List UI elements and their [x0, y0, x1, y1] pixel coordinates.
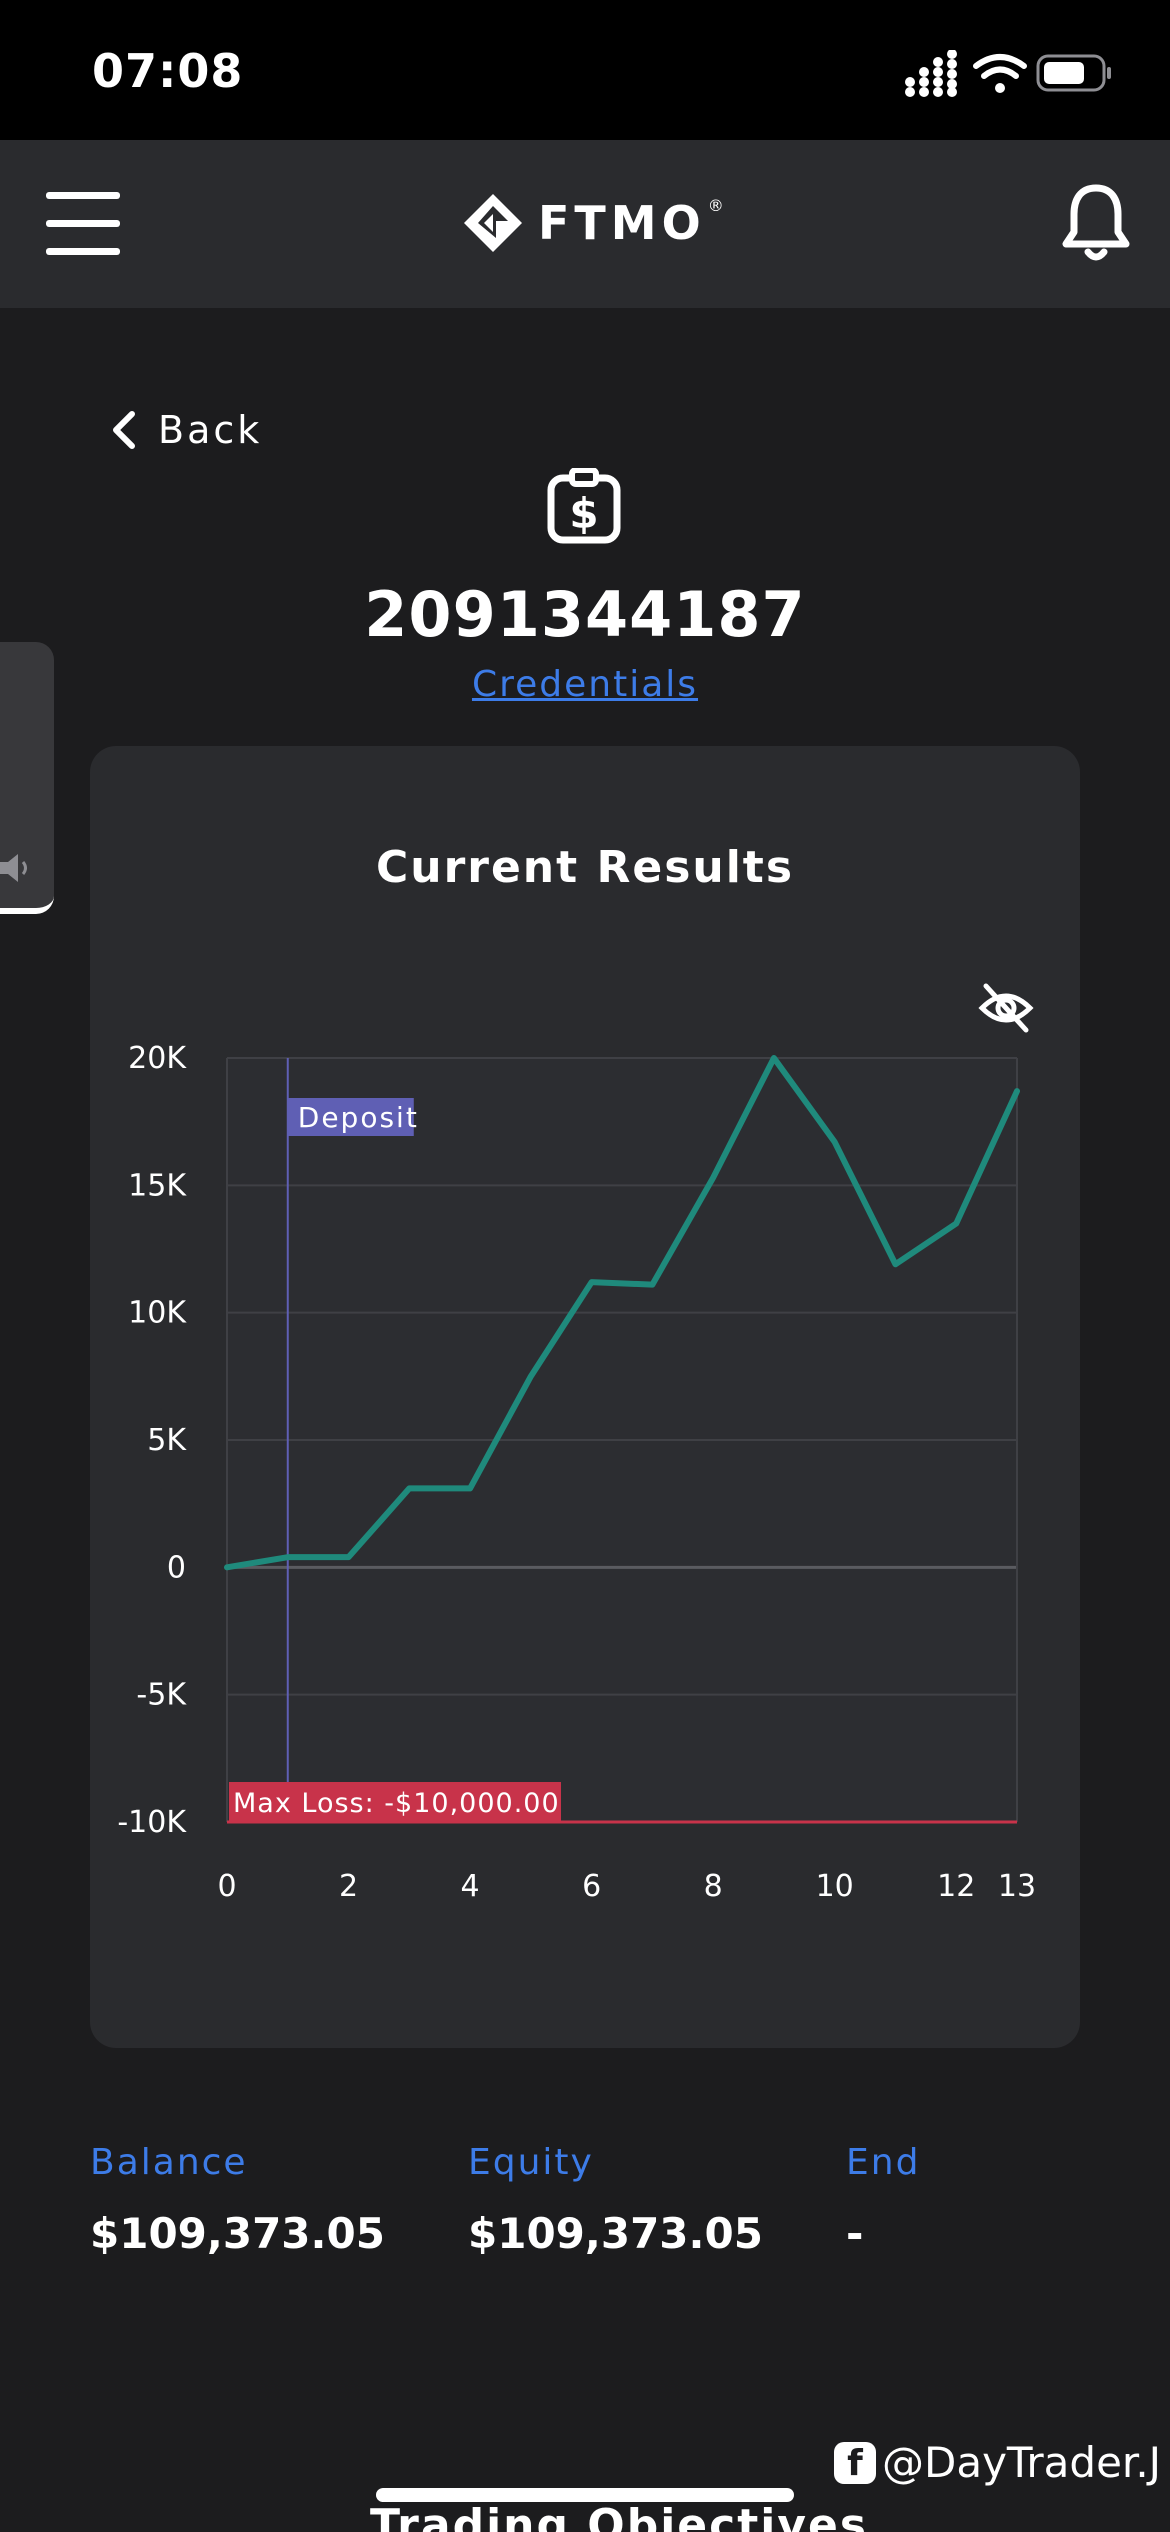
y-tick-label: 0	[167, 1550, 186, 1585]
y-tick-label: 10K	[128, 1296, 187, 1331]
max-loss-label: Max Loss: -$10,000.00	[233, 1788, 560, 1819]
equity-series-line	[224, 1055, 1020, 1571]
end-value: -	[846, 2209, 864, 2258]
wifi-icon	[973, 54, 1027, 93]
notification-bell-icon[interactable]	[1060, 182, 1132, 264]
x-tick-label: 0	[217, 1869, 236, 1904]
speaker-icon	[0, 854, 27, 882]
y-tick-label: 20K	[128, 1041, 187, 1076]
equity-label: Equity	[468, 2142, 594, 2183]
x-tick-label: 10	[816, 1869, 854, 1904]
y-tick-label: -5K	[136, 1678, 187, 1713]
home-indicator[interactable]	[376, 2488, 794, 2502]
logo-text: FTMO	[538, 196, 706, 250]
equity-stat: Equity $109,373.05	[468, 2142, 763, 2258]
watermark-text: @DayTrader.J	[882, 2438, 1162, 2487]
facebook-icon: f	[834, 2441, 876, 2484]
max-loss-label-bg	[229, 1782, 561, 1822]
credentials-link[interactable]: Credentials	[471, 664, 699, 705]
chevron-left-icon	[113, 411, 135, 449]
y-tick-label: 5K	[147, 1423, 187, 1458]
deposit-label-bg	[287, 1098, 414, 1136]
ftmo-logo[interactable]: FTMO ®	[462, 188, 724, 258]
ftmo-logo-mark-icon	[464, 194, 522, 252]
x-tick-label: 12	[937, 1869, 975, 1904]
trading-objectives-heading: Trading Objectives	[370, 2500, 869, 2532]
status-time: 07:08	[92, 44, 244, 98]
y-tick-label: -10K	[117, 1805, 187, 1840]
results-card: Current Results 20K 15K 10K 5K 0 -5K -10K 0 2 4 6 8…	[90, 746, 1080, 2048]
account-number: 2091344187	[364, 578, 806, 651]
results-chart: 20K 15K 10K 5K 0 -5K -10K 0 2 4 6 8 10 12 13 Deposit Max…	[117, 1041, 1036, 1904]
money-clipboard-icon: $	[547, 468, 621, 544]
deposit-label: Deposit	[298, 1101, 419, 1134]
app-header: FTMO ®	[0, 140, 1170, 308]
equity-value: $109,373.05	[468, 2209, 763, 2258]
status-icons	[905, 50, 1111, 97]
watermark: f @DayTrader.J	[834, 2438, 1161, 2487]
end-label: End	[846, 2142, 921, 2183]
status-bar: 07:08	[0, 0, 1170, 140]
y-tick-label: 15K	[128, 1168, 187, 1203]
balance-stat: Balance $109,373.05	[90, 2142, 385, 2258]
side-panel-tab[interactable]	[0, 642, 54, 914]
x-tick-label: 6	[582, 1869, 601, 1904]
hide-chart-icon[interactable]	[978, 982, 1034, 1034]
x-tick-label: 8	[704, 1869, 723, 1904]
battery-icon	[1036, 54, 1111, 92]
back-label: Back	[158, 408, 263, 452]
logo-registered-mark: ®	[707, 195, 724, 215]
svg-text:$: $	[569, 489, 598, 538]
x-tick-label: 2	[339, 1869, 358, 1904]
card-title: Current Results	[375, 842, 795, 893]
balance-value: $109,373.05	[90, 2209, 385, 2258]
x-tick-label: 4	[461, 1869, 480, 1904]
x-tick-label: 13	[998, 1869, 1036, 1904]
balance-label: Balance	[90, 2142, 248, 2183]
menu-icon[interactable]	[46, 188, 120, 258]
back-button[interactable]: Back	[110, 408, 262, 452]
cellular-signal-icon	[905, 50, 957, 97]
end-stat: End -	[846, 2142, 920, 2258]
